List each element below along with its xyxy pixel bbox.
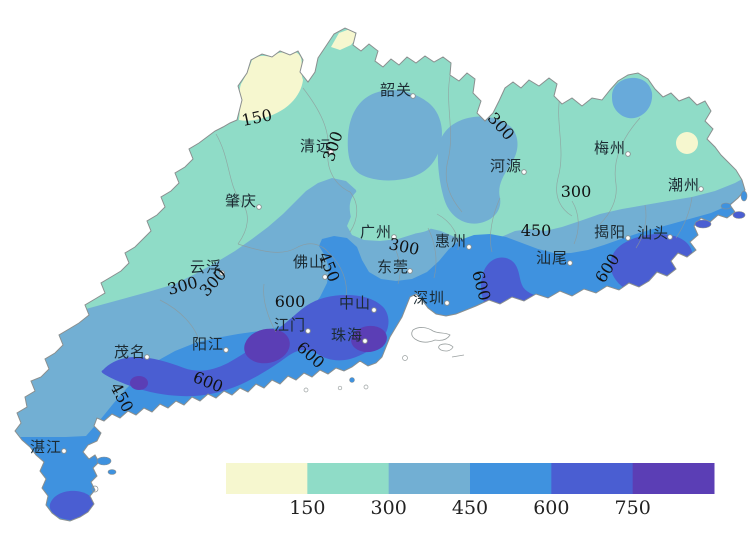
city-marker-云浮 [219,270,225,276]
islands [91,190,748,493]
city-label-东莞: 东莞 [377,258,409,276]
legend-tick-300: 300 [371,497,407,519]
city-label-珠海: 珠海 [331,326,363,344]
mint-island-heyuan-south [502,179,574,214]
city-marker-河源 [521,169,527,175]
island-zhuhai-1 [349,377,355,383]
island-lantau-outline [438,343,454,352]
island-hongkong-outline [411,327,451,343]
legend-tick-450: 450 [452,497,488,519]
island-east-1 [720,202,732,210]
city-label-佛山: 佛山 [293,253,325,271]
legend-swatch-2 [388,463,471,494]
city-label-梅州: 梅州 [594,139,626,157]
city-label-江门: 江门 [274,316,306,334]
band-300-450-heyuan [437,116,518,224]
city-marker-惠州 [466,244,472,250]
city-marker-佛山 [322,274,328,280]
city-label-广州: 广州 [360,223,392,241]
city-marker-汕尾 [567,260,573,266]
city-marker-肇庆 [256,204,262,210]
island-nanao [694,219,712,229]
city-marker-潮州 [698,186,704,192]
island-outline-1 [91,485,99,493]
city-label-湛江: 湛江 [30,438,62,456]
island-outline-2 [402,355,408,361]
city-label-韶关: 韶关 [380,81,412,99]
city-labels: 韶关清远 梅州潮州 河源肇庆广州惠州 揭阳 汕头云浮 佛山 东莞深圳 汕尾中山江门珠海阳江 茂名… [30,81,704,456]
city-label-茂名: 茂名 [114,343,146,361]
legend: 150 300 450 600 750 [226,463,715,519]
city-marker-中山 [371,307,377,313]
legend-swatch-3 [470,463,552,494]
city-marker-汕头 [667,234,673,240]
band-300-450-meizhou-pocket [612,77,653,119]
city-marker-东莞 [407,268,413,274]
contour-label-450-7: 450 [521,221,552,240]
city-label-惠州: 惠州 [435,232,467,250]
legend-swatch-4 [551,463,634,494]
contour-label-300-3: 300 [561,182,592,201]
city-label-汕头: 汕头 [637,224,669,242]
legend-tick-750: 750 [615,497,651,519]
city-label-揭阳: 揭阳 [594,223,626,241]
island-east-2 [732,211,746,219]
legend-tick-150: 150 [289,497,325,519]
city-label-深圳: 深圳 [413,289,445,307]
legend-tick-600: 600 [533,497,569,519]
city-marker-广州 [391,234,397,240]
city-label-肇庆: 肇庆 [225,192,257,210]
mint-island-guangzhou [349,182,438,236]
island-zhuhai-2 [363,384,369,390]
city-marker-茂名 [144,354,150,360]
island-zhuhai-3 [337,385,343,391]
band-600-750-west [101,295,389,397]
island-dash [451,354,465,358]
island-yangjiang [303,387,309,393]
city-marker-江门 [305,328,311,334]
island-east-3 [740,190,748,202]
band-600-750-zhanjiang [49,490,96,521]
island-naozhou [107,469,117,475]
band-lt150-northwest [239,52,303,121]
city-marker-韶关 [410,93,416,99]
city-marker-清远 [328,149,334,155]
contour-label-600-10: 600 [275,292,306,311]
city-label-阳江: 阳江 [192,335,224,353]
city-label-清远: 清远 [300,137,332,155]
city-marker-梅州 [625,151,631,157]
city-label-云浮: 云浮 [190,258,222,276]
city-label-中山: 中山 [339,294,371,312]
band-300-450-dome [347,90,442,181]
band-gt750-maoming-dot [130,376,148,390]
city-label-汕尾: 汕尾 [536,249,568,267]
city-label-河源: 河源 [490,157,522,175]
legend-swatch-0 [226,463,308,494]
city-marker-湛江 [61,448,67,454]
legend-swatch-1 [307,463,390,494]
city-label-潮州: 潮州 [668,176,700,194]
city-marker-阳江 [223,347,229,353]
city-marker-揭阳 [625,235,631,241]
band-lt150-meizhou-spot [676,132,698,154]
city-marker-深圳 [444,300,450,306]
city-marker-珠海 [362,338,368,344]
band-lt150-strip [331,29,358,50]
band-gt750-jiangmen [244,328,290,364]
legend-swatch-5 [632,463,715,494]
band-gt750-zhuhai [351,325,387,353]
island-donghai [96,456,112,466]
